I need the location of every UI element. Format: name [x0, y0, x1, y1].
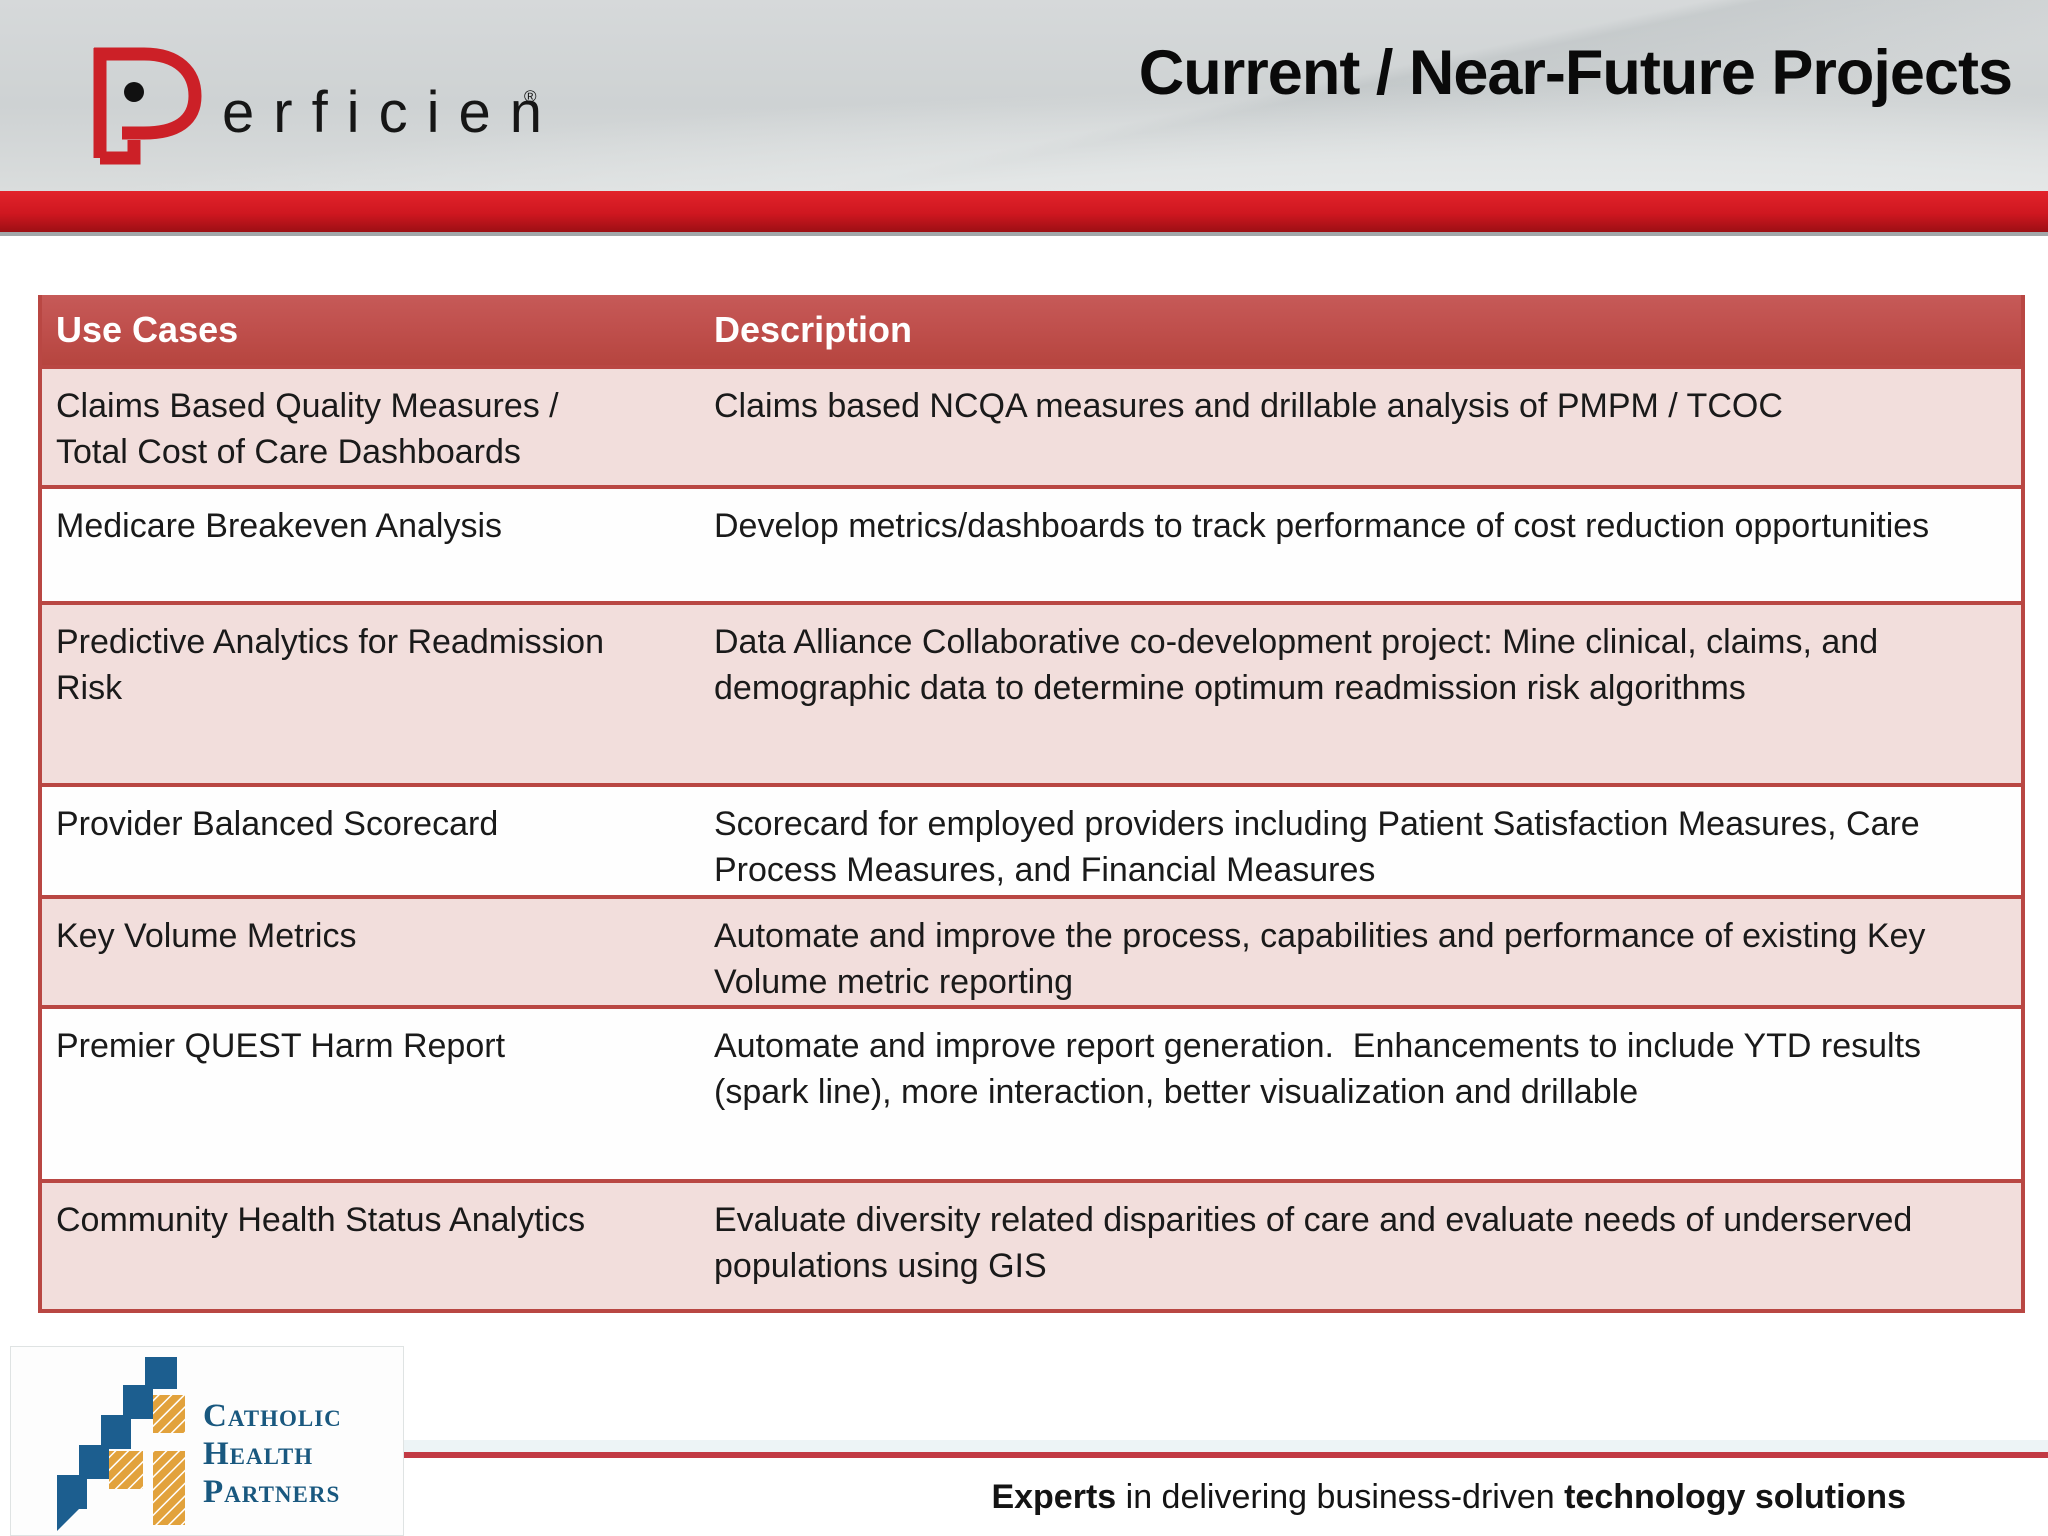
description-cell: Scorecard for employed providers includi… [714, 805, 1920, 889]
tagline: Experts in delivering business-driven te… [991, 1478, 1906, 1517]
gray-divider [0, 232, 2048, 236]
chp-line-partners: Partners [203, 1474, 341, 1510]
tagline-bold-tail: technology solutions [1564, 1478, 1906, 1516]
perficient-p-foot [100, 140, 141, 165]
perficient-logo-text: erficient [222, 80, 552, 145]
use-case-cell: Claims Based Quality Measures / Total Co… [56, 387, 559, 471]
chp-logo-mark-icon [57, 1357, 185, 1531]
use-case-cell: Key Volume Metrics [56, 917, 357, 955]
chp-gold-bar-bottom [153, 1451, 185, 1525]
use-case-cell: Predictive Analytics for Readmission Ris… [56, 623, 605, 707]
footer-divider-line [402, 1452, 2048, 1458]
description-cell: Data Alliance Collaborative co-developme… [714, 623, 1879, 707]
red-accent-bar [0, 191, 2048, 232]
chp-line-health: Health [203, 1436, 314, 1472]
tagline-middle: in delivering business-driven [1116, 1478, 1565, 1516]
chp-gold-square [109, 1451, 143, 1489]
table-row: Predictive Analytics for Readmission Ris… [42, 601, 2021, 783]
perficient-p-bowl [94, 47, 202, 140]
column-header-use-cases: Use Cases [56, 309, 239, 350]
use-case-cell: Community Health Status Analytics [56, 1201, 586, 1239]
description-cell: Automate and improve report generation. … [714, 1027, 1922, 1111]
registered-mark: ® [524, 87, 537, 106]
table-row: Community Health Status Analytics Evalua… [42, 1179, 2021, 1309]
description-cell: Automate and improve the process, capabi… [714, 917, 1926, 1001]
description-cell: Evaluate diversity related disparities o… [714, 1201, 1913, 1285]
chp-logo: Catholic Health Partners [10, 1346, 404, 1536]
table-row: Key Volume Metrics Automate and improve … [42, 895, 2021, 1005]
chp-gold-bar-top [153, 1395, 185, 1433]
table-row: Provider Balanced Scorecard Scorecard fo… [42, 783, 2021, 895]
table-row: Medicare Breakeven Analysis Develop metr… [42, 485, 2021, 601]
table-row: Claims Based Quality Measures / Total Co… [42, 365, 2021, 485]
perficient-p-dot [124, 82, 144, 102]
table-header-row: Use Cases Description [42, 295, 2021, 365]
table-row: Premier QUEST Harm Report Automate and i… [42, 1005, 2021, 1179]
chp-blue-stairs [57, 1357, 177, 1531]
use-case-cell: Premier QUEST Harm Report [56, 1027, 506, 1065]
footer-light-band [402, 1440, 2048, 1452]
use-case-cell: Provider Balanced Scorecard [56, 805, 499, 843]
projects-table: Use Cases Description Claims Based Quali… [38, 295, 2025, 1313]
column-header-description: Description [714, 309, 913, 350]
header-banner: erficient ® Current / Near-Future Projec… [0, 0, 2048, 191]
page-title: Current / Near-Future Projects [1138, 38, 2013, 108]
description-cell: Develop metrics/dashboards to track perf… [714, 507, 1930, 545]
tagline-bold-lead: Experts [991, 1478, 1117, 1516]
description-cell: Claims based NCQA measures and drillable… [714, 387, 1783, 425]
chp-line-catholic: Catholic [203, 1398, 342, 1434]
use-case-cell: Medicare Breakeven Analysis [56, 507, 503, 545]
chp-logo-text: Catholic Health Partners [203, 1397, 342, 1511]
perficient-logo-icon: erficient ® [93, 47, 552, 165]
